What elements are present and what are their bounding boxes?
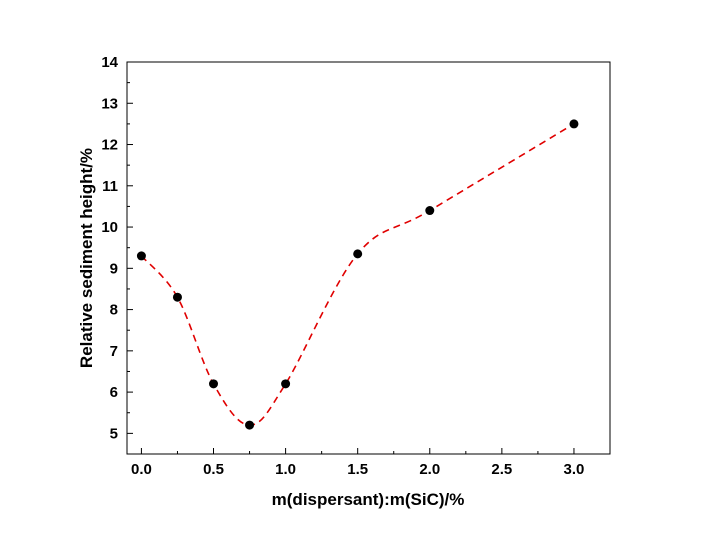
x-tick-label: 0.0: [131, 461, 152, 478]
x-tick-label: 1.5: [347, 461, 368, 478]
y-tick-label: 13: [101, 95, 118, 112]
y-tick-label: 6: [110, 384, 118, 401]
plot-frame: [126, 61, 611, 455]
y-tick-label: 7: [110, 343, 118, 360]
x-tick-label: 3.0: [564, 461, 585, 478]
x-tick-label: 2.5: [491, 461, 512, 478]
axis-ticks: 0.0 0.5 1.0 1.5 2.0 2.5 3.0 5 6 7 8 9 10 11 12 13 14: [101, 54, 584, 478]
data-point: [353, 249, 363, 259]
y-tick-label: 8: [110, 302, 118, 319]
x-tick-label: 2.0: [419, 461, 440, 478]
y-tick-label: 10: [101, 219, 118, 236]
y-tick-label: 5: [110, 425, 118, 442]
data-point: [425, 206, 435, 216]
data-point: [172, 292, 182, 302]
data-point: [209, 379, 219, 389]
y-tick-label: 11: [102, 178, 118, 195]
y-tick-label: 9: [110, 260, 118, 277]
x-tick-label: 0.5: [203, 461, 224, 478]
y-axis-title: Relative sediment height/%: [77, 148, 96, 368]
data-point: [281, 379, 291, 389]
data-point: [136, 251, 146, 261]
y-tick-label: 12: [101, 137, 118, 154]
y-tick-label: 14: [101, 54, 118, 71]
x-axis-title: m(dispersant):m(SiC)/%: [272, 490, 465, 509]
fit-curve: [140, 123, 575, 426]
data-points: [136, 119, 579, 430]
data-point: [569, 119, 579, 129]
data-point: [245, 420, 255, 430]
x-tick-label: 1.0: [275, 461, 296, 478]
fit-curve-layer: [140, 123, 575, 426]
